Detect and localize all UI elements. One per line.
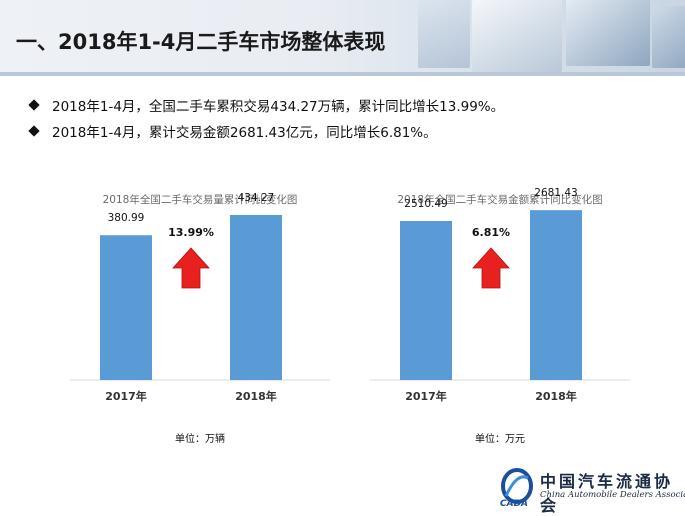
x-tick-label: 2017年	[105, 389, 147, 403]
chart-unit: 单位：万辆	[175, 434, 225, 445]
chart-title: 2018年全国二手车交易量累计同比变化图	[102, 194, 298, 206]
bullet-text: 2018年1-4月，累计交易金额2681.43亿元，同比增长6.81%。	[52, 125, 437, 141]
data-label: 380.99	[108, 212, 145, 224]
header-banner	[0, 0, 685, 76]
logo-name-en: China Automobile Dealers Association	[540, 490, 685, 500]
decorative-cube	[652, 6, 685, 68]
decorative-cube	[418, 0, 470, 68]
bullet-list: 2018年1-4月，全国二手车累积交易434.27万辆，累计同比增长13.99%…	[28, 94, 505, 146]
page-title: 一、2018年1-4月二手车市场整体表现	[16, 30, 386, 54]
growth-label: 6.81%	[472, 226, 510, 239]
data-label: 2681.43	[534, 187, 577, 199]
diamond-bullet-icon	[28, 99, 40, 111]
bullet-item: 2018年1-4月，累计交易金额2681.43亿元，同比增长6.81%。	[28, 120, 504, 142]
chart-unit: 单位：万元	[475, 434, 525, 445]
bar-2018年	[530, 210, 582, 380]
decorative-cube	[566, 0, 650, 66]
data-label: 2510.49	[404, 198, 447, 210]
up-arrow-icon	[472, 247, 510, 289]
bullet-text: 2018年1-4月，全国二手车累积交易434.27万辆，累计同比增长13.99%…	[52, 99, 505, 115]
growth-label: 13.99%	[168, 226, 214, 239]
data-label: 434.27	[238, 192, 275, 204]
x-tick-label: 2017年	[405, 389, 447, 403]
cada-emblem-icon: CADA	[500, 468, 533, 508]
x-tick-label: 2018年	[235, 389, 277, 403]
volume-chart: 2018年全国二手车交易量累计同比变化图 380.99 2017年 434.27 20…	[60, 178, 340, 448]
header-divider	[0, 72, 685, 76]
decorative-cube	[472, 0, 562, 72]
amount-chart: 2018年全国二手车交易金额累计同比变化图 2510.49 2017年 2681.4…	[360, 178, 640, 448]
logo-name-cn: 中国汽车流通协会	[540, 472, 674, 515]
volume-chart-svg: 380.99 2017年 434.27 2018年 13.99%	[70, 192, 330, 403]
bullet-item: 2018年1-4月，全国二手车累积交易434.27万辆，累计同比增长13.99%…	[28, 94, 505, 116]
up-arrow-icon	[172, 247, 210, 289]
chart-title: 2018年全国二手车交易金额累计同比变化图	[397, 194, 603, 206]
diamond-bullet-icon	[28, 125, 40, 137]
logo-abbr: CADA	[500, 499, 528, 508]
bar-2017年	[100, 235, 152, 380]
x-tick-label: 2018年	[535, 389, 577, 403]
bar-2018年	[230, 214, 282, 380]
amount-chart-svg: 2510.49 2017年 2681.43 2018年 6.81%	[370, 187, 630, 403]
bar-2017年	[400, 221, 452, 380]
cada-logo: CADA 中国汽车流通协会 China Automobile Dealers A…	[496, 466, 685, 515]
